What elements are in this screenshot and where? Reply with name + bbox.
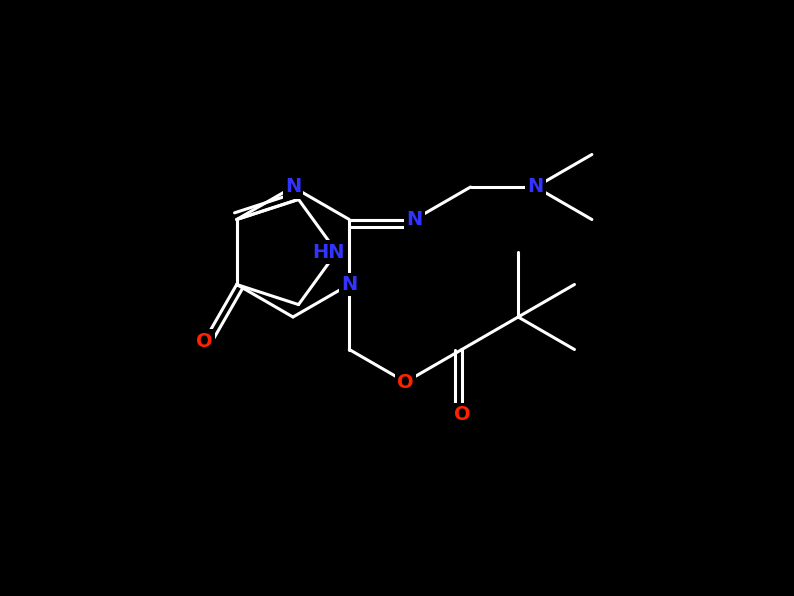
Text: O: O [453,405,470,424]
Text: N: N [407,210,422,229]
Text: O: O [196,331,213,350]
Text: N: N [341,275,357,294]
Text: O: O [397,372,414,392]
Text: N: N [285,178,301,197]
Text: HN: HN [313,243,345,262]
Text: N: N [527,178,544,197]
